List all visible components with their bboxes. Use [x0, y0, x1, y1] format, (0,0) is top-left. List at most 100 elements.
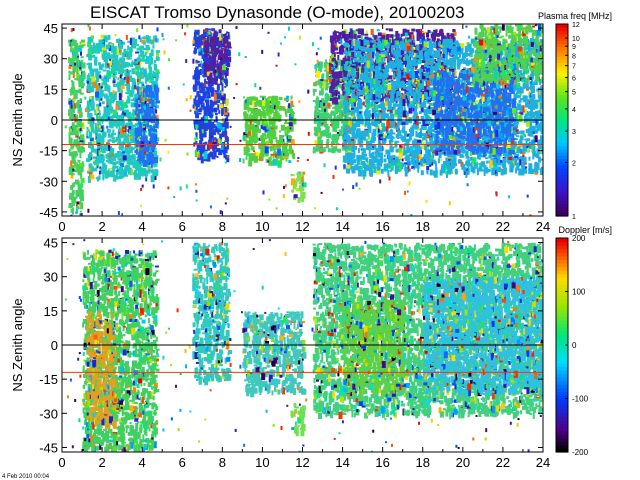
data-cell — [331, 54, 334, 59]
data-cell — [69, 58, 74, 66]
data-cell — [451, 85, 453, 92]
data-cell — [386, 59, 390, 64]
data-cell — [137, 163, 141, 171]
data-cell — [243, 132, 248, 138]
data-cell — [363, 66, 366, 69]
data-cell — [422, 31, 427, 34]
data-cell — [148, 100, 152, 104]
data-cell — [332, 57, 336, 62]
data-cell — [125, 150, 130, 153]
data-cell — [377, 32, 382, 37]
data-cell — [134, 64, 138, 67]
data-cell — [75, 64, 78, 69]
data-cell — [216, 156, 219, 158]
data-cell — [108, 43, 110, 49]
data-cell — [317, 115, 321, 120]
data-cell — [115, 176, 119, 180]
data-cell — [147, 128, 150, 131]
data-cell — [201, 67, 204, 75]
data-cell — [368, 148, 371, 156]
data-cell — [145, 160, 148, 163]
data-cell — [339, 100, 344, 107]
data-cell — [357, 148, 360, 154]
data-cell — [87, 109, 91, 112]
data-cell — [113, 55, 117, 62]
data-cell — [121, 41, 125, 45]
data-cell — [259, 95, 264, 98]
data-cell — [71, 173, 75, 176]
data-cell — [148, 141, 152, 145]
data-cell — [285, 133, 288, 140]
data-cell — [258, 144, 262, 150]
data-cell — [77, 78, 81, 82]
data-cell — [135, 127, 140, 130]
data-cell — [130, 64, 133, 68]
data-cell — [329, 86, 333, 93]
data-cell — [70, 71, 74, 75]
data-cell — [353, 30, 357, 37]
data-cell — [80, 172, 83, 179]
data-cell — [124, 73, 129, 76]
data-cell — [427, 86, 430, 94]
data-cell — [125, 105, 129, 108]
data-cell — [119, 74, 122, 79]
data-cell — [106, 154, 109, 159]
data-cell — [137, 102, 141, 108]
data-cell — [224, 121, 229, 129]
data-cell — [126, 99, 131, 104]
data-cell — [328, 77, 332, 83]
data-cell — [362, 49, 364, 57]
data-cell — [111, 120, 116, 127]
data-cell — [137, 62, 141, 70]
data-cell — [145, 154, 149, 156]
data-cell — [262, 126, 267, 131]
data-cell — [251, 154, 256, 162]
data-cell — [302, 182, 307, 188]
data-cell — [259, 111, 263, 116]
data-cell — [139, 158, 142, 164]
data-cell — [72, 102, 75, 109]
data-cell — [100, 155, 105, 162]
data-cell — [196, 151, 200, 158]
data-cell — [216, 74, 218, 81]
data-cell — [131, 132, 135, 140]
data-cell — [114, 71, 117, 75]
data-cell — [127, 95, 130, 101]
data-cell — [275, 107, 278, 112]
data-cell — [134, 39, 138, 44]
data-cell — [109, 115, 114, 120]
data-cell — [116, 39, 120, 43]
data-cell — [124, 174, 129, 177]
data-cell — [329, 35, 334, 43]
data-cell — [222, 59, 226, 65]
data-cell — [264, 151, 269, 157]
data-cell — [197, 148, 201, 151]
data-cell — [488, 104, 493, 108]
data-cell — [206, 155, 209, 158]
data-cell — [381, 63, 385, 70]
data-cell — [209, 51, 214, 54]
data-cell — [347, 56, 351, 63]
data-cell — [71, 92, 75, 95]
data-cell — [138, 121, 142, 125]
data-cell — [111, 93, 114, 98]
data-cell — [147, 95, 151, 98]
data-cell — [517, 93, 521, 96]
data-cell — [212, 33, 215, 37]
data-cell — [146, 35, 151, 43]
data-cell — [146, 98, 150, 102]
data-cell — [140, 67, 142, 73]
data-cell — [352, 51, 356, 55]
data-cell — [264, 111, 267, 119]
data-cell — [204, 141, 208, 145]
data-cell — [421, 50, 426, 54]
data-cell — [145, 56, 150, 63]
data-cell — [87, 110, 90, 117]
data-cell — [272, 143, 276, 148]
data-cell — [250, 153, 253, 160]
data-cell — [195, 103, 198, 110]
data-cell — [114, 165, 119, 168]
data-cell — [524, 108, 527, 114]
data-cell — [318, 81, 322, 85]
